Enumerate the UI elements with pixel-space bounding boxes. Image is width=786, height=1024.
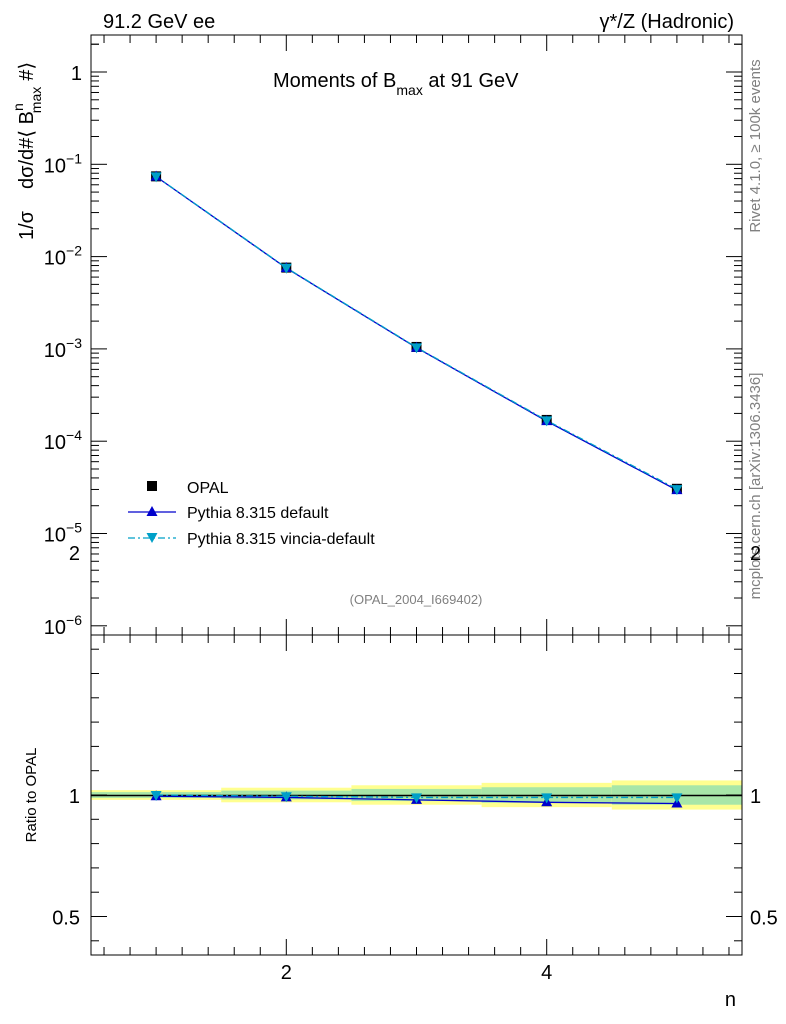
main-series-lines bbox=[155, 175, 678, 491]
main-point-pythia-vincia bbox=[541, 416, 553, 427]
ratio-point-pythia-vincia bbox=[541, 793, 553, 804]
legend-label-pythia-default: Pythia 8.315 default bbox=[187, 505, 329, 522]
legend: OPAL Pythia 8.315 default Pythia 8.315 v… bbox=[128, 480, 375, 548]
main-y-tick-label: 10−2 bbox=[44, 243, 82, 270]
header-right: γ*/Z (Hadronic) bbox=[600, 11, 734, 33]
ratio-y-tick-label-right: 2 bbox=[750, 543, 761, 565]
main-y-tick-label: 10−1 bbox=[44, 150, 82, 177]
main-point-pythia-vincia bbox=[411, 343, 422, 354]
main-y-tick-label: 10−5 bbox=[44, 520, 82, 547]
main-y-tick-label: 10−3 bbox=[44, 335, 82, 362]
main-y-tick-label: 10−6 bbox=[44, 612, 82, 639]
main-y-axis-label: 1/σdσ/d#⟨ Bn max#⟩ bbox=[10, 62, 44, 240]
main-y-tick-labels: 1 10−1 10−2 10−3 10−4 10−5 10−6 bbox=[44, 63, 82, 639]
ratio-panel-ticks bbox=[91, 635, 742, 955]
plot-title: Moments of Bmax at 91 GeV bbox=[273, 70, 519, 98]
ratio-y-tick-label-left: 1 bbox=[69, 786, 80, 808]
x-tick-label: 2 bbox=[281, 962, 292, 984]
analysis-id-watermark: (OPAL_2004_I669402) bbox=[350, 592, 483, 607]
main-line-1 bbox=[155, 176, 678, 491]
ratio-y-tick-label-left: 2 bbox=[69, 543, 80, 565]
legend-marker-opal bbox=[147, 481, 157, 491]
legend-marker-pythia-vincia bbox=[146, 533, 158, 543]
ratio-point-pythia-vincia bbox=[671, 793, 683, 804]
ratio-y-tick-label-right: 1 bbox=[750, 786, 761, 808]
legend-label-pythia-vincia: Pythia 8.315 vincia-default bbox=[187, 531, 375, 548]
main-panel-ticks bbox=[91, 35, 742, 635]
main-line-2 bbox=[155, 175, 678, 490]
legend-label-opal: OPAL bbox=[187, 480, 229, 497]
rivet-version-label: Rivet 4.1.0, ≥ 100k events bbox=[747, 59, 764, 232]
ratio-y-tick-label-right: 0.5 bbox=[750, 908, 778, 930]
main-point-pythia-vincia bbox=[280, 263, 292, 274]
main-point-pythia-vincia bbox=[150, 172, 162, 183]
legend-marker-pythia-default bbox=[146, 506, 158, 516]
x-tick-label: 4 bbox=[541, 962, 552, 984]
mcplots-label: mcplots.cern.ch [arXiv:1306.3436] bbox=[747, 373, 764, 600]
main-y-tick-label: 1 bbox=[71, 63, 82, 85]
ratio-point-pythia-vincia bbox=[280, 792, 292, 803]
ratio-tick-labels: 0.5 0.5 1 1 2 2 2 4 bbox=[52, 543, 778, 984]
main-y-tick-label: 10−4 bbox=[44, 427, 82, 454]
ratio-y-tick-label-left: 0.5 bbox=[52, 908, 80, 930]
main-point-pythia-vincia bbox=[671, 485, 683, 496]
ratio-point-pythia-vincia bbox=[411, 793, 422, 804]
header-left: 91.2 GeV ee bbox=[103, 11, 215, 33]
x-axis-label: n bbox=[725, 989, 736, 1011]
ratio-series-markers bbox=[150, 790, 683, 808]
ratio-point-pythia-vincia bbox=[150, 791, 162, 801]
main-series-markers bbox=[150, 170, 683, 496]
ratio-y-axis-label: Ratio to OPAL bbox=[23, 748, 40, 843]
